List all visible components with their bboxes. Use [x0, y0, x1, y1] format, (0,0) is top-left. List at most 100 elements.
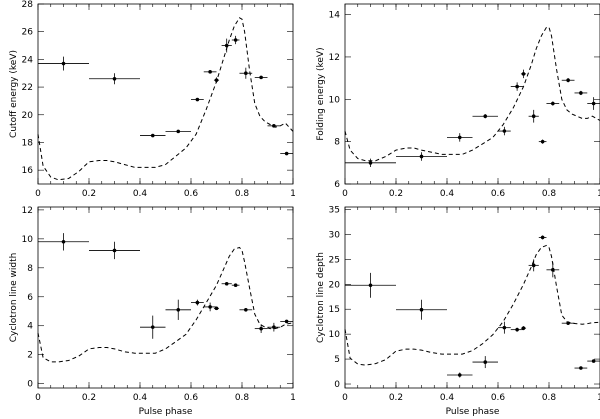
data-point	[191, 97, 204, 102]
data-marker	[195, 300, 200, 305]
data-point	[546, 101, 560, 106]
data-marker	[540, 139, 545, 144]
plot-frame	[37, 3, 294, 185]
data-marker	[244, 308, 248, 312]
x-tick-label: 0.6	[184, 189, 199, 199]
data-point	[239, 67, 253, 79]
x-tick-label: 0.8	[235, 393, 250, 403]
data-point	[89, 73, 140, 85]
data-point	[231, 283, 240, 287]
panel-1: 0 0.2 0.4 0.6 0.8 1 16 18 20 22 24 26 28 Cutoff energ…	[9, 0, 296, 199]
data-point	[561, 321, 575, 325]
x-tick-label: 0.2	[82, 393, 96, 403]
data-marker	[272, 124, 276, 128]
data-point	[89, 241, 140, 260]
data-point	[447, 372, 473, 378]
y-tick-label: 30	[329, 230, 341, 240]
data-marker	[61, 61, 66, 66]
data-point	[221, 38, 232, 53]
y-tick-label: 4	[27, 322, 33, 332]
x-tick-label: 0.8	[235, 189, 250, 199]
data-point	[498, 126, 511, 136]
data-point	[345, 272, 396, 298]
y-axis-title: Folding energy (keV)	[316, 47, 326, 140]
y-tick-label: 20	[22, 111, 34, 121]
data-marker	[284, 151, 289, 156]
data-marker	[112, 76, 117, 81]
data-marker	[244, 71, 248, 76]
panel-2: 0 0.2 0.4 0.6 0.8 1 6 8 10 12 14 Folding energy (ke…	[316, 3, 600, 199]
data-marker	[195, 97, 200, 102]
data-point	[520, 69, 527, 79]
x-tick-label: 1	[597, 189, 600, 199]
y-tick-label: 22	[22, 83, 33, 93]
data-point	[447, 133, 473, 142]
data-marker	[591, 101, 596, 106]
data-marker	[515, 327, 519, 332]
y-tick-label: 20	[329, 280, 341, 290]
y-tick-label: 12	[329, 53, 340, 63]
data-marker	[531, 114, 536, 119]
y-tick-label: 14	[329, 11, 341, 21]
data-marker	[176, 129, 181, 134]
y-tick-label: 8	[334, 138, 340, 148]
data-point	[213, 306, 220, 311]
x-tick-label: 0.8	[542, 393, 557, 403]
data-point	[203, 302, 217, 312]
x-tick-label: 0.6	[491, 393, 506, 403]
data-point	[574, 90, 588, 96]
y-tick-label: 6	[27, 293, 33, 303]
data-point	[213, 77, 220, 83]
panel-4: 00.20.40.60.8105101520253035Cyclotron li…	[316, 205, 600, 417]
data-marker	[259, 326, 263, 331]
x-tick-label: 0.2	[82, 189, 96, 199]
y-tick-label: 10	[329, 330, 341, 340]
data-point	[345, 158, 396, 168]
data-marker	[272, 325, 276, 329]
y-tick-label: 10	[329, 95, 341, 105]
x-tick-label: 1	[597, 393, 600, 403]
data-marker	[457, 373, 462, 377]
data-marker	[208, 305, 212, 309]
data-marker	[566, 78, 570, 83]
data-marker	[457, 135, 462, 140]
y-tick-label: 16	[22, 166, 34, 176]
data-marker	[502, 129, 507, 133]
data-marker	[566, 321, 570, 325]
x-tick-label: 0.8	[542, 189, 557, 199]
pulse-profile-line	[37, 17, 294, 181]
data-marker	[515, 84, 519, 89]
data-marker	[419, 154, 424, 159]
data-marker	[419, 307, 424, 312]
data-marker	[531, 263, 536, 268]
data-point	[396, 299, 447, 320]
data-point	[165, 129, 191, 134]
data-marker	[208, 70, 212, 74]
data-point	[140, 315, 166, 339]
x-tick-label: 0.6	[491, 189, 506, 199]
data-marker	[259, 75, 263, 80]
data-point	[472, 114, 498, 119]
y-tick-label: 28	[22, 0, 34, 10]
x-tick-label: 0	[35, 393, 41, 403]
data-marker	[284, 319, 289, 324]
data-point	[561, 78, 575, 83]
y-tick-label: 5	[334, 355, 340, 365]
data-point	[510, 327, 524, 332]
y-tick-label: 6	[334, 180, 340, 190]
data-marker	[502, 325, 507, 330]
data-point	[538, 235, 547, 240]
y-tick-label: 2	[27, 351, 33, 361]
data-marker	[579, 91, 583, 95]
x-tick-label: 0.6	[184, 393, 199, 403]
x-axis-title: Pulse phase	[446, 407, 500, 417]
data-point	[267, 322, 281, 332]
data-point	[546, 262, 560, 278]
data-point	[38, 56, 89, 71]
data-point	[520, 326, 527, 331]
data-point	[221, 281, 232, 286]
data-marker	[224, 43, 229, 48]
y-tick-label: 0	[27, 380, 33, 390]
y-tick-label: 10	[22, 235, 34, 245]
